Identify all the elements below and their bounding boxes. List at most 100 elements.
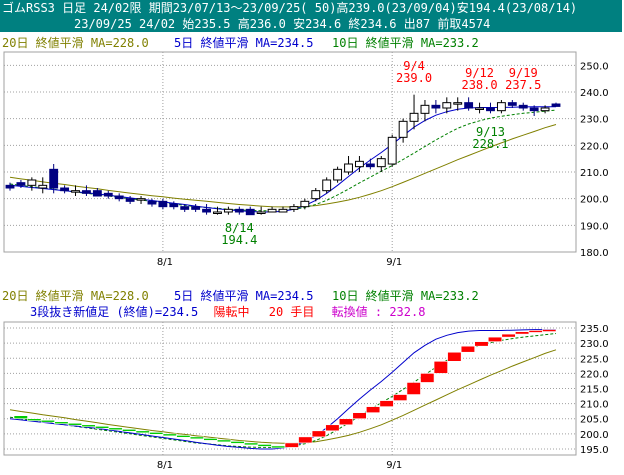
- y-tick-label: 200.0: [580, 430, 609, 441]
- candle-body: [529, 107, 539, 112]
- brick-down: [27, 418, 42, 422]
- info-state: 陽転中: [213, 304, 249, 319]
- candle-body: [82, 190, 91, 194]
- candle-body: [223, 208, 233, 213]
- annotation-date: 9/12: [465, 66, 494, 80]
- legend-ma5-lower: 5日 終値平滑 MA=234.5: [174, 288, 313, 303]
- y-tick-label: 200.0: [580, 195, 609, 206]
- candle-body: [60, 187, 70, 192]
- candle-body: [180, 206, 190, 210]
- brick-down: [162, 433, 177, 437]
- candle-body: [322, 179, 332, 192]
- candle-body: [409, 112, 419, 122]
- candle-body: [518, 104, 528, 109]
- brick-up: [420, 373, 435, 383]
- candle-body: [256, 211, 266, 214]
- brick-down: [230, 441, 245, 444]
- brick-down: [54, 421, 69, 425]
- candle-body: [365, 163, 375, 168]
- y-tick-label: 220.0: [580, 141, 609, 152]
- brick-up: [311, 430, 326, 438]
- candle-body: [387, 136, 397, 165]
- header-bar-1: [0, 0, 622, 16]
- brick-down: [122, 429, 137, 432]
- annotation-value: 237.5: [505, 78, 541, 92]
- candle-body: [453, 102, 463, 105]
- candle-body: [278, 208, 288, 213]
- brick-down: [189, 436, 204, 440]
- annotation-value: 228.1: [472, 137, 508, 151]
- candle-body: [191, 206, 201, 210]
- candle-body: [344, 163, 353, 173]
- annotation-date: 9/13: [476, 125, 505, 139]
- header-bar-2: [0, 16, 622, 32]
- brick-down: [95, 425, 110, 429]
- brick-up: [352, 412, 367, 420]
- brick-up: [542, 329, 557, 332]
- candle-body: [507, 102, 517, 106]
- info-close: 3段抜き新値足 (終値)=234.5: [30, 304, 198, 319]
- candle-body: [486, 107, 495, 112]
- candle-body: [5, 184, 15, 189]
- candle-body: [147, 200, 157, 205]
- annotation-date: 9/4: [403, 59, 425, 73]
- candle-body: [333, 168, 343, 181]
- candle-body: [442, 102, 452, 109]
- candle-body: [169, 203, 179, 208]
- brick-up: [365, 406, 381, 413]
- y-tick-label: 210.0: [580, 400, 609, 411]
- candle-body: [49, 168, 59, 189]
- candle-body: [431, 104, 441, 109]
- y-tick-label: 195.0: [580, 445, 609, 456]
- y-tick-label: 205.0: [580, 415, 609, 426]
- brick-up: [528, 330, 543, 333]
- brick-down: [244, 442, 259, 446]
- brick-down: [176, 435, 191, 438]
- candle-body: [496, 102, 506, 112]
- annotation-date: 9/19: [509, 66, 538, 80]
- candle-body: [551, 103, 561, 107]
- candle-body: [125, 198, 135, 202]
- brick-down: [40, 419, 55, 423]
- brick-up: [338, 418, 354, 426]
- annotation-value: 238.0: [461, 78, 497, 92]
- legend-ma10: 10日 終値平滑 MA=233.2: [332, 35, 479, 50]
- brick-down: [67, 422, 83, 426]
- y-tick-label: 220.0: [580, 369, 609, 380]
- candle-body: [234, 208, 244, 213]
- annotation-date: 8/14: [225, 221, 254, 235]
- x-tick-label: 8/1: [157, 257, 173, 268]
- header-quote: 23/09/25 24/02 始235.5 高236.0 安234.6 終234…: [74, 16, 490, 31]
- break-panel: 195.0 200.0 205.0 210.0 215.0 220.0 225.0 230.0…: [3, 321, 609, 471]
- y-tick-label: 215.0: [580, 385, 609, 396]
- y-tick-label: 235.0: [580, 324, 609, 335]
- brick-up: [433, 360, 448, 374]
- brick-down: [13, 415, 28, 420]
- info-reversal: 転換値 : 232.8: [332, 304, 426, 319]
- ma10-line: [9, 109, 557, 212]
- y-tick-label: 230.0: [580, 115, 609, 126]
- candle-body: [355, 160, 364, 168]
- annotation-value: 239.0: [396, 71, 432, 85]
- brick-up: [393, 394, 408, 401]
- brick-up: [298, 436, 313, 444]
- legend-ma10-lower: 10日 終値平滑 MA=233.2: [332, 288, 479, 303]
- candle-body: [398, 120, 408, 138]
- brick-up: [325, 424, 340, 432]
- annotation-value: 194.4: [221, 233, 257, 247]
- y-tick-label: 240.0: [580, 88, 609, 99]
- brick-up: [284, 442, 299, 448]
- brick-down: [203, 438, 218, 441]
- candle-body: [376, 158, 386, 168]
- candle-body: [300, 200, 310, 208]
- candle-body: [213, 211, 222, 214]
- y-tick-label: 180.0: [580, 248, 609, 259]
- brick-down: [271, 445, 286, 449]
- candle-body: [158, 200, 168, 208]
- candle-body: [27, 179, 37, 186]
- y-tick-label: 225.0: [580, 354, 609, 365]
- brick-up: [447, 351, 462, 362]
- info-line: 3段抜き新値足 (終値)=234.5 陽転中 20 手目 転換値 : 232.8: [30, 304, 425, 319]
- candle-body: [245, 208, 255, 216]
